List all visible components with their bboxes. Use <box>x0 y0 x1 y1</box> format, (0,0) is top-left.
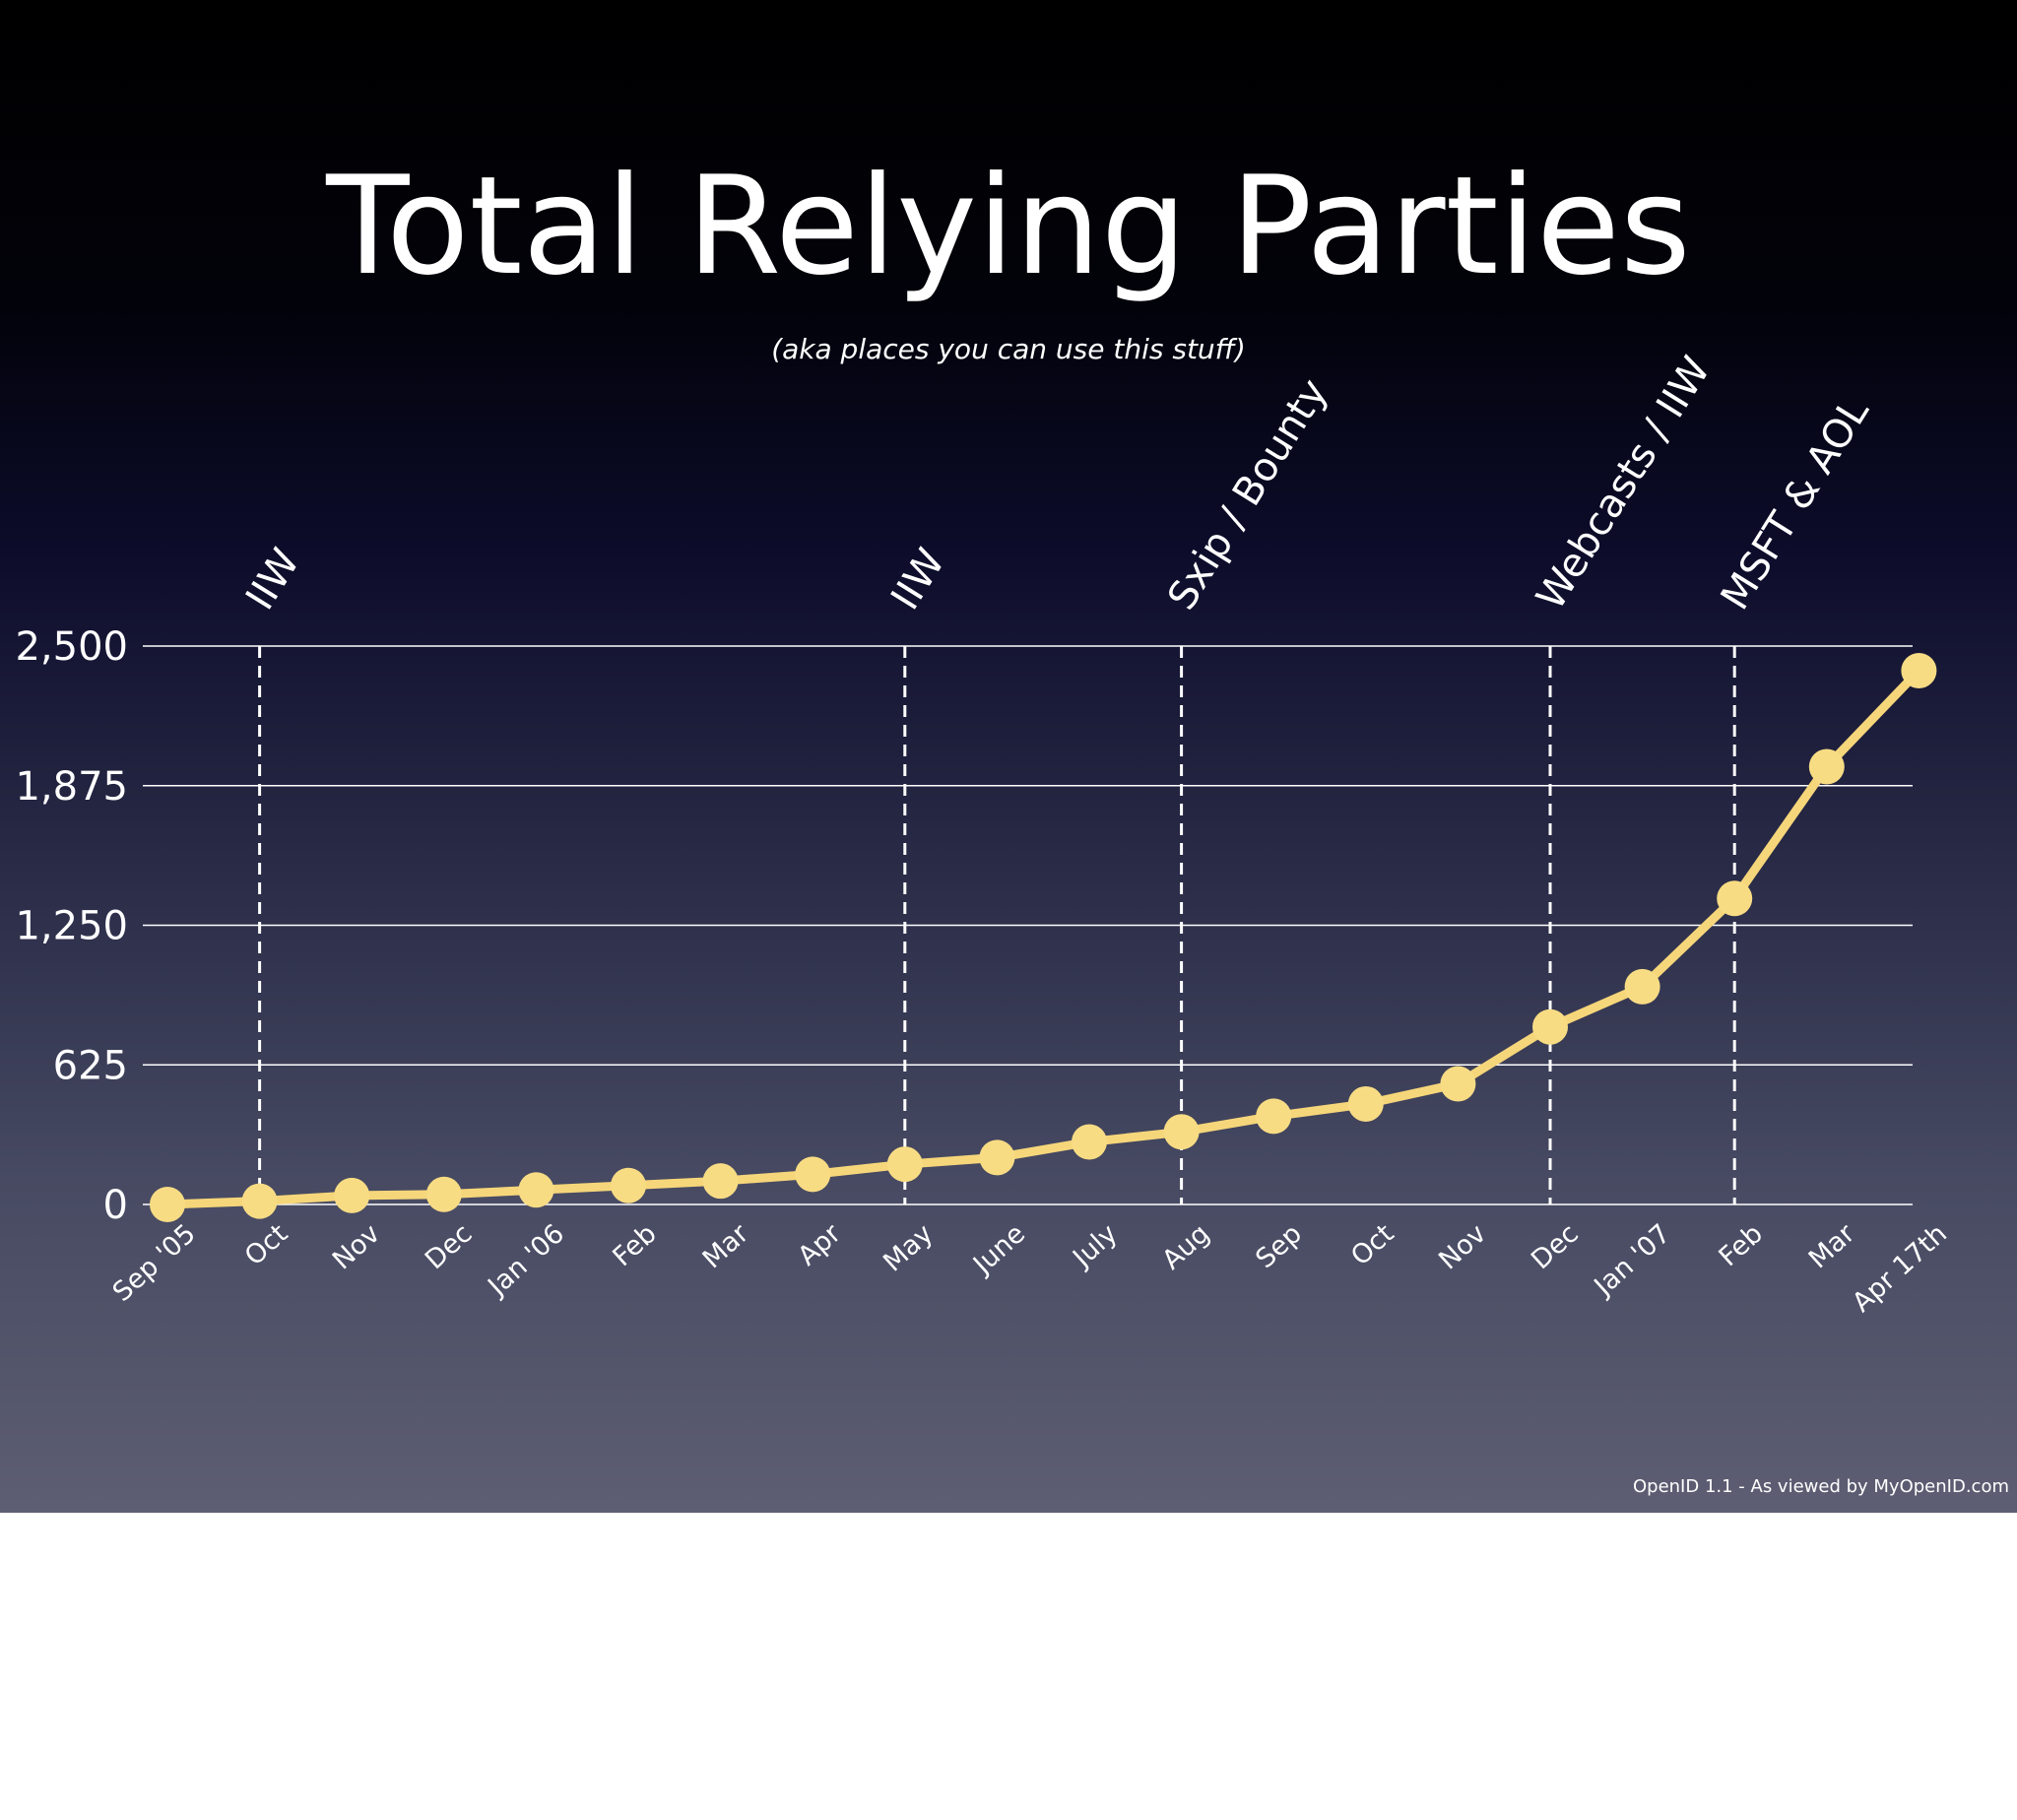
series-line <box>163 666 1923 1209</box>
event-marker-label: MSFT & AOL <box>1713 390 1879 618</box>
event-marker-label: IIW <box>882 541 953 618</box>
x-tick-label: Oct <box>1345 1218 1399 1271</box>
data-point <box>241 1183 278 1219</box>
data-point <box>611 1167 646 1203</box>
slide: Total Relying Parties (aka places you ca… <box>0 0 2017 1513</box>
x-tick-label: Apr <box>792 1218 847 1272</box>
event-marker-label: Sxip / Bounty <box>1159 371 1336 618</box>
event-marker-label: Webcasts / IIW <box>1528 349 1719 618</box>
y-tick-label: 2,500 <box>15 624 128 670</box>
footer-source-note: OpenID 1.1 - As viewed by MyOpenID.com <box>1632 1476 2009 1497</box>
x-tick-label: Jan '07 <box>1588 1218 1677 1303</box>
y-tick-label: 625 <box>53 1043 128 1088</box>
x-tick-label: Apr 17th <box>1847 1218 1953 1319</box>
data-point <box>518 1172 554 1208</box>
x-tick-label: Nov <box>1433 1218 1492 1275</box>
data-point <box>1347 1085 1384 1122</box>
data-points <box>150 652 1937 1222</box>
data-point <box>1072 1124 1107 1160</box>
x-axis-ticks: Sep '05 Oct Nov Dec Jan '06 Feb Mar Apr May June J… <box>107 1218 1953 1319</box>
data-point <box>1532 1008 1568 1045</box>
y-tick-label: 1,250 <box>15 904 128 949</box>
event-marker-label: IIW <box>237 541 308 618</box>
data-point <box>1256 1098 1292 1135</box>
data-point <box>795 1156 831 1193</box>
data-point <box>1624 968 1660 1005</box>
x-tick-label: June <box>966 1218 1031 1281</box>
data-point <box>1163 1114 1200 1150</box>
y-tick-label: 1,875 <box>15 764 128 810</box>
x-tick-label: Sep '05 <box>107 1218 202 1308</box>
x-tick-label: Feb <box>607 1218 662 1272</box>
x-tick-label: Dec <box>1526 1218 1585 1275</box>
x-tick-label: July <box>1066 1218 1123 1274</box>
x-tick-label: Aug <box>1156 1218 1215 1275</box>
gridlines <box>143 645 1913 1205</box>
data-point <box>979 1139 1015 1176</box>
data-point <box>1808 748 1845 785</box>
x-tick-label: Nov <box>327 1218 386 1275</box>
x-tick-label: Feb <box>1714 1218 1769 1272</box>
data-point <box>1717 880 1753 917</box>
x-tick-label: Oct <box>239 1218 293 1271</box>
data-point <box>334 1177 370 1213</box>
series-line-group <box>163 666 1923 1209</box>
data-point <box>150 1187 185 1222</box>
data-point <box>1901 652 1937 688</box>
chart-title: Total Relying Parties <box>326 147 1691 305</box>
data-point <box>702 1163 739 1200</box>
x-tick-label: Mar <box>1803 1218 1861 1275</box>
y-tick-label: 0 <box>103 1183 128 1228</box>
y-axis-ticks: 0 625 1,250 1,875 2,500 <box>15 624 128 1228</box>
x-tick-label: May <box>878 1218 939 1277</box>
data-point <box>1440 1066 1476 1102</box>
x-tick-label: Dec <box>420 1218 479 1275</box>
line-chart: 0 625 1,250 1,875 2,500 IIW IIW Sxip / Bounty W… <box>15 349 1953 1319</box>
x-tick-label: Mar <box>697 1218 755 1275</box>
x-tick-label: Jan '06 <box>481 1218 570 1303</box>
chart-subtitle: (aka places you can use this stuff) <box>771 333 1246 365</box>
data-point <box>886 1146 923 1183</box>
x-tick-label: Sep <box>1250 1218 1308 1274</box>
data-point <box>425 1176 462 1212</box>
